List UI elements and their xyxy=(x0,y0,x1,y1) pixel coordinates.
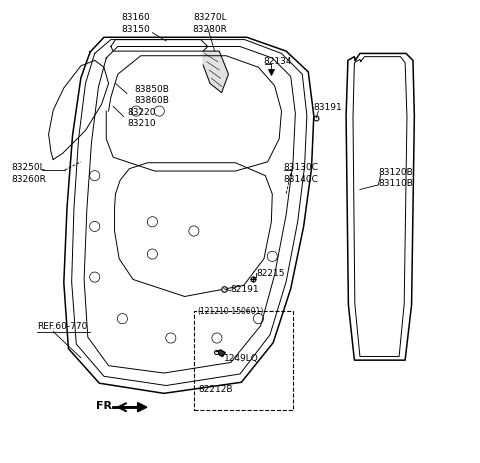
Text: (121210-150601): (121210-150601) xyxy=(198,307,264,315)
Text: 83160: 83160 xyxy=(122,13,151,22)
Text: 83850B: 83850B xyxy=(134,84,169,94)
Polygon shape xyxy=(203,52,228,94)
Text: 83210: 83210 xyxy=(127,119,156,128)
Text: 82134: 82134 xyxy=(263,57,291,66)
Text: 83110B: 83110B xyxy=(378,179,413,188)
Text: FR.: FR. xyxy=(96,400,117,410)
Text: 82212B: 82212B xyxy=(199,384,233,394)
Text: 82215: 82215 xyxy=(256,269,285,277)
Text: 82191: 82191 xyxy=(231,285,259,294)
Text: 83130C: 83130C xyxy=(284,163,319,172)
Text: 83270L: 83270L xyxy=(193,13,227,22)
Text: 1249LQ: 1249LQ xyxy=(224,354,259,363)
Text: 83260R: 83260R xyxy=(12,174,47,183)
Text: 83191: 83191 xyxy=(314,103,343,112)
Polygon shape xyxy=(138,403,147,412)
Polygon shape xyxy=(216,350,225,357)
Text: 83120B: 83120B xyxy=(378,167,413,176)
Text: 83140C: 83140C xyxy=(284,174,319,183)
Text: 83280R: 83280R xyxy=(192,25,228,34)
Text: 83220: 83220 xyxy=(127,107,156,116)
Text: 83860B: 83860B xyxy=(134,96,169,105)
Text: 83250L: 83250L xyxy=(12,163,45,172)
Text: 83150: 83150 xyxy=(122,25,151,34)
Text: REF.60-770: REF.60-770 xyxy=(37,321,87,331)
